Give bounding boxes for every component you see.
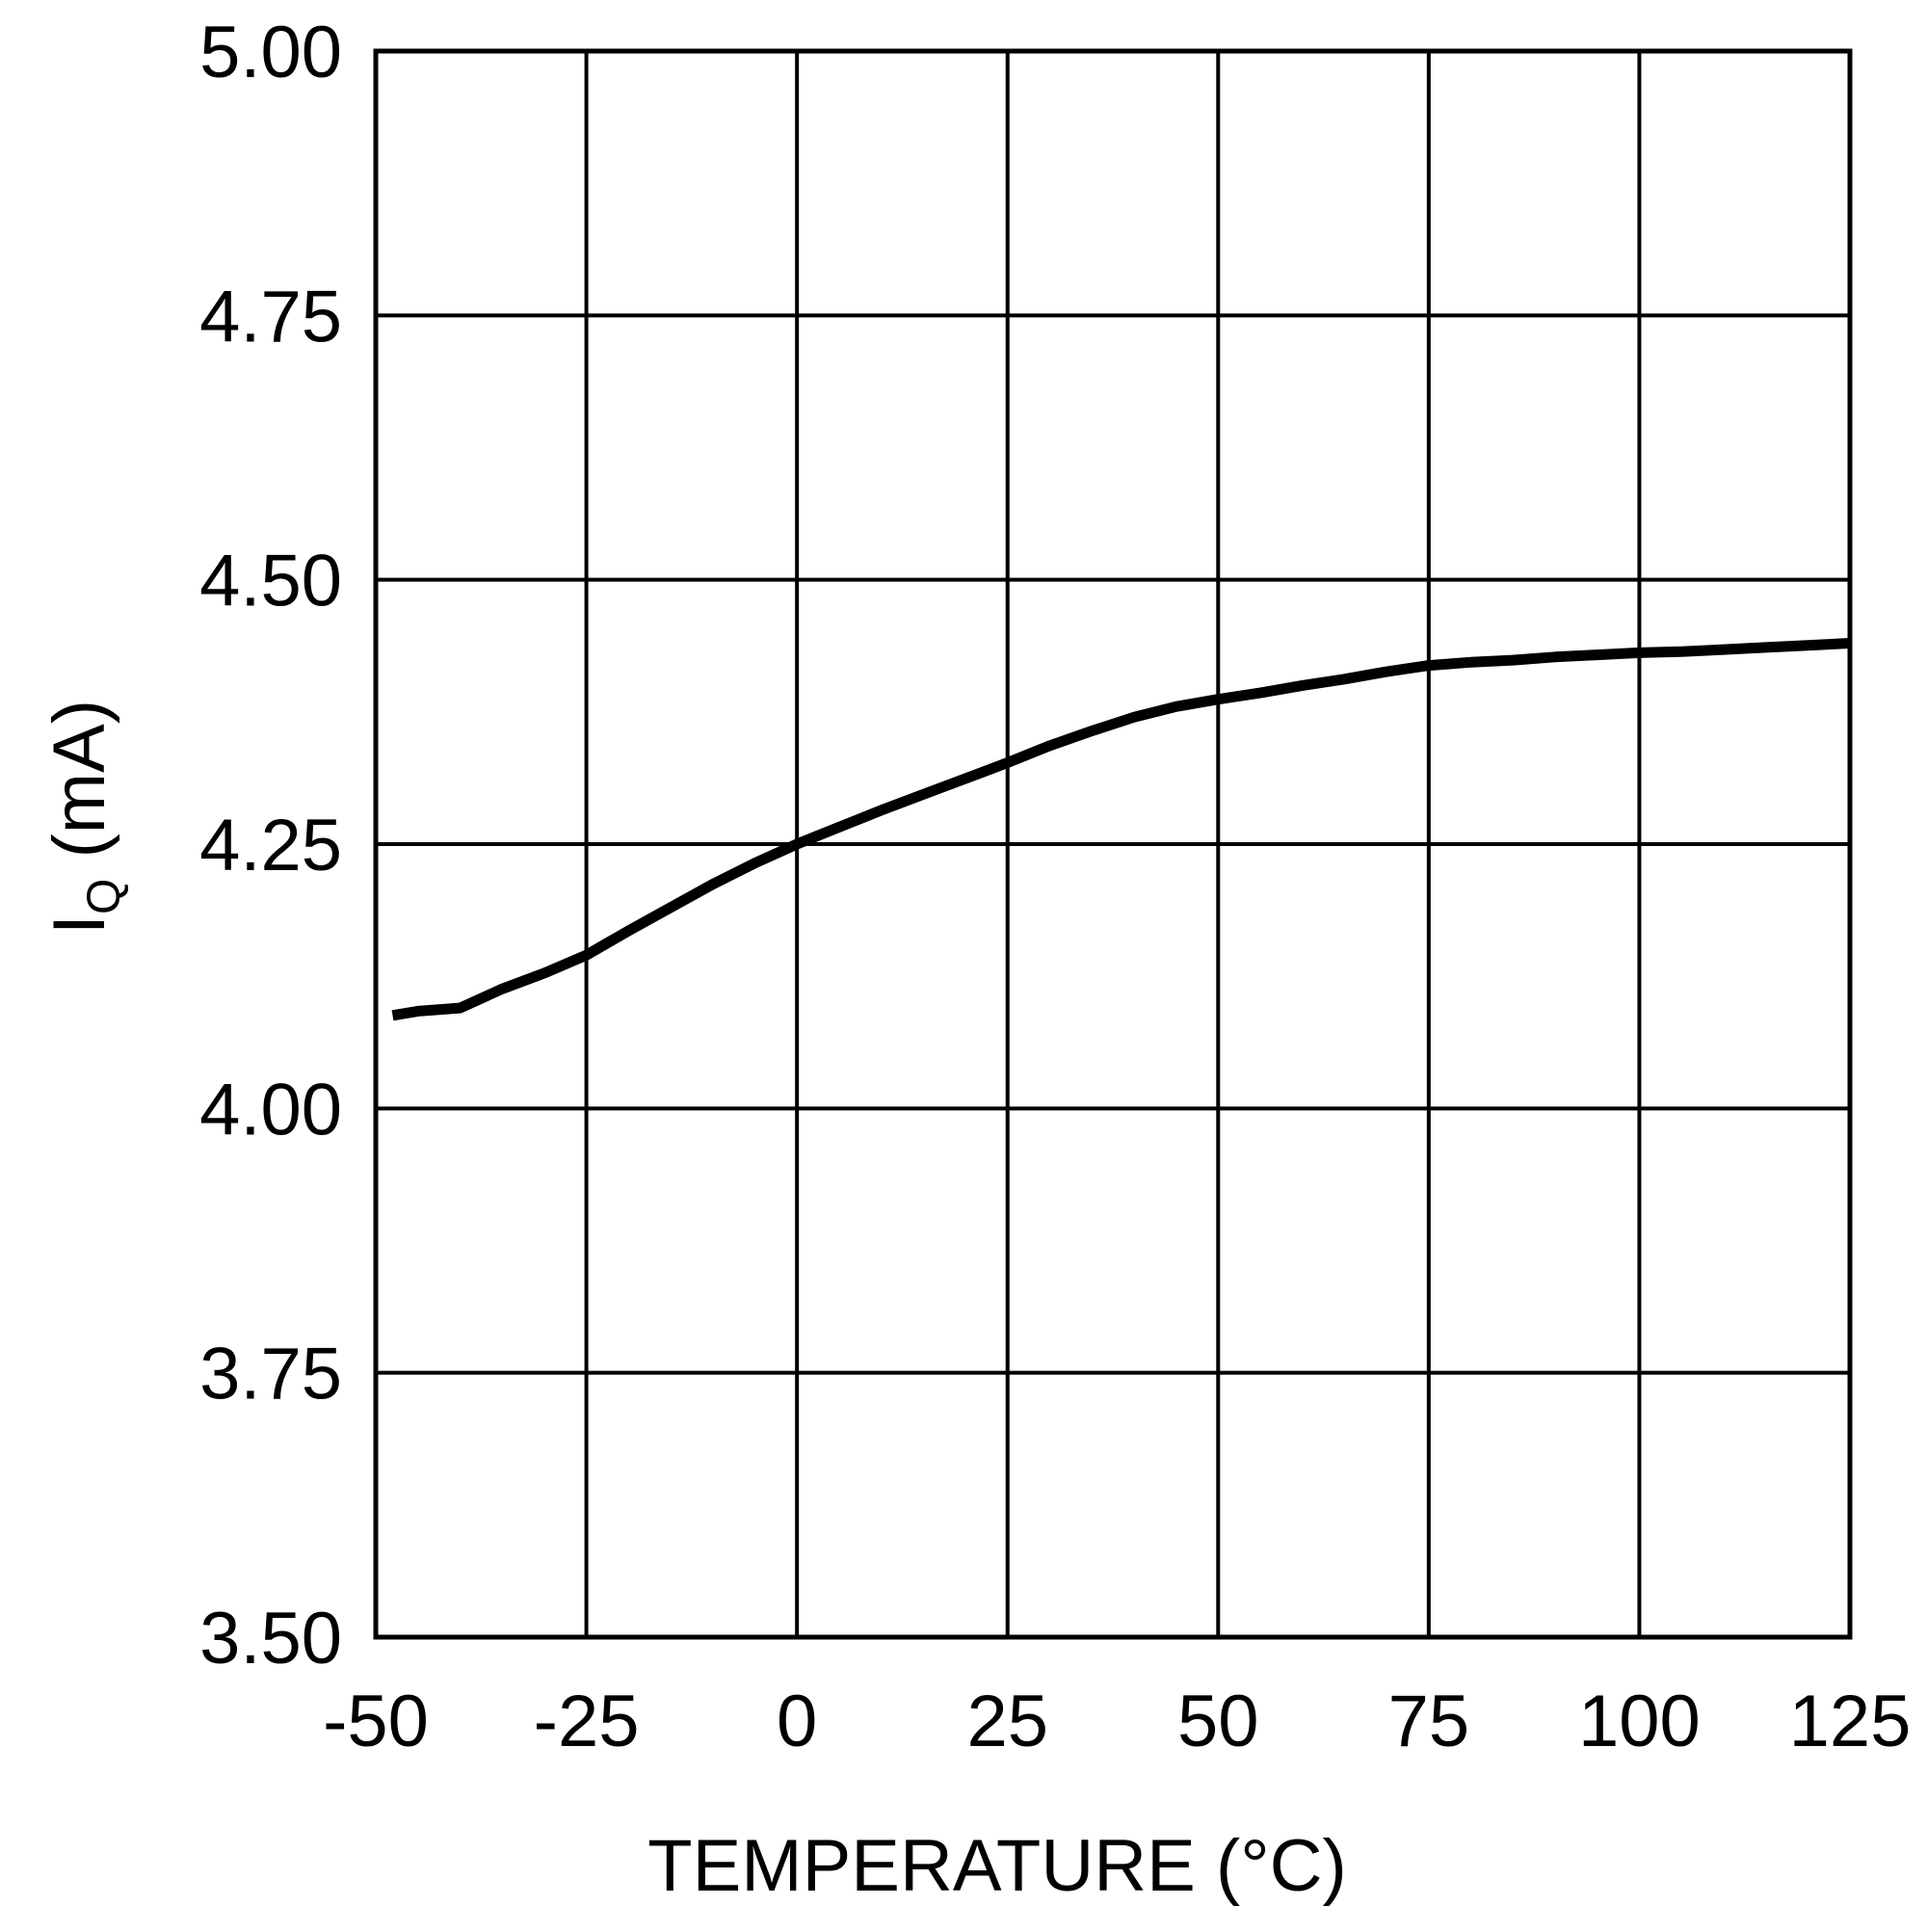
- y-tick-labels: 3.50 3.75 4.00 4.25 4.50 4.75 5.00: [199, 12, 342, 1680]
- x-tick-label: 50: [1177, 1681, 1259, 1762]
- x-tick-label: 25: [966, 1681, 1048, 1762]
- y-tick-label: 5.00: [199, 12, 342, 93]
- y-axis-title-subscript: Q: [79, 879, 130, 914]
- series-line-1: [391, 638, 1851, 1021]
- plot-frame: [373, 48, 1853, 1640]
- y-tick-label: 4.75: [199, 276, 342, 357]
- x-tick-label: 125: [1789, 1681, 1912, 1762]
- y-tick-label: 3.75: [199, 1334, 342, 1416]
- x-axis-title: TEMPERATURE (°C): [647, 1825, 1347, 1907]
- y-tick-label: 4.00: [199, 1069, 342, 1151]
- x-tick-label: -50: [323, 1681, 429, 1762]
- y-tick-label: 4.25: [199, 805, 342, 887]
- x-tick-label: 75: [1388, 1681, 1470, 1762]
- y-axis-title: IQ (mA): [39, 700, 130, 935]
- x-tick-label: 100: [1578, 1681, 1701, 1762]
- y-tick-label: 3.50: [199, 1598, 342, 1680]
- grid-lines: [376, 51, 1850, 1637]
- y-axis-title-main: I: [39, 914, 120, 935]
- x-tick-labels: -50 -25 0 25 50 75 100 125: [323, 1681, 1911, 1762]
- x-tick-label: 0: [777, 1681, 817, 1762]
- plot-border: [373, 48, 1853, 1640]
- series-layer: [391, 638, 1851, 1021]
- x-tick-label: -25: [534, 1681, 640, 1762]
- y-axis-title-unit: (mA): [39, 700, 120, 879]
- y-tick-label: 4.50: [199, 541, 342, 622]
